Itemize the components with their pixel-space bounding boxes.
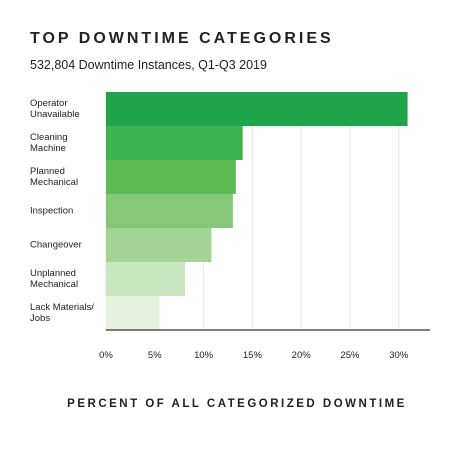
bar [106,228,212,262]
x-tick-label: 25% [340,350,360,361]
y-tick-label: Lack Materials/ Jobs [30,302,94,324]
x-tick-label: 30% [389,350,409,361]
chart-title: TOP DOWNTIME CATEGORIES [30,30,334,47]
x-tick-label: 5% [148,350,162,361]
x-tick-label: 15% [243,350,263,361]
bar [106,160,236,194]
y-tick-label: Cleaning Machine [30,132,68,154]
x-tick-label: 20% [292,350,312,361]
y-tick-label: Changeover [30,239,82,251]
bar [106,92,408,126]
x-tick-label: 10% [194,350,214,361]
x-tick-label: 0% [99,350,113,361]
bar [106,262,186,296]
y-tick-label: Operator Unavailable [30,98,80,120]
bar [106,194,233,228]
chart-subtitle: 532,804 Downtime Instances, Q1-Q3 2019 [30,58,267,72]
y-tick-label: Inspection [30,205,74,217]
bar [106,126,243,160]
bar [106,296,160,330]
y-tick-label: Unplanned Mechanical [30,268,79,290]
y-tick-label: Planned Mechanical [30,166,79,188]
x-axis-title: PERCENT OF ALL CATEGORIZED DOWNTIME [67,398,407,410]
